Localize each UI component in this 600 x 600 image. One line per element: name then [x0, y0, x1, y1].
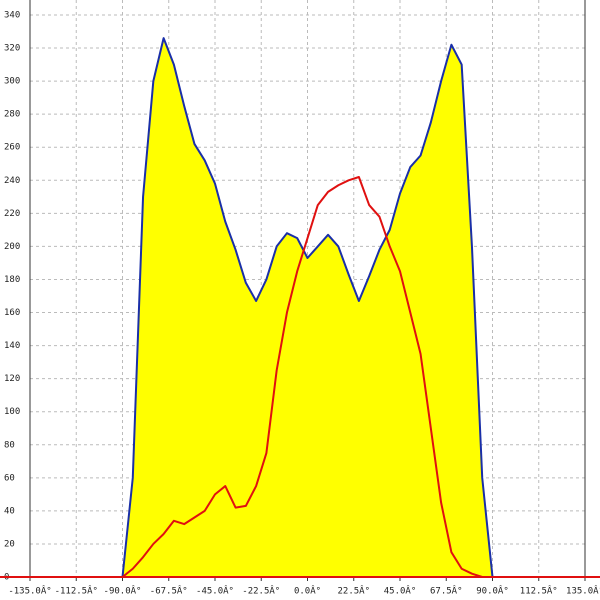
y-tick-label: 40 — [4, 506, 15, 516]
x-tick-label: -135.0Â° — [8, 585, 51, 597]
x-tick-label: -67.5Â° — [150, 585, 188, 597]
y-tick-label: 200 — [4, 242, 20, 252]
y-tick-label: 180 — [4, 275, 20, 285]
y-tick-label: 160 — [4, 308, 20, 318]
x-tick-label: 112.5Â° — [520, 585, 558, 597]
line — [121, 175, 493, 578]
x-tick-label: 67.5Â° — [430, 585, 463, 597]
y-tick-label: 80 — [4, 440, 15, 450]
y-tick-label: 20 — [4, 539, 15, 549]
area-fill — [122, 38, 493, 578]
y-tick-label: 100 — [4, 407, 20, 417]
x-tick-label: -45.0Â° — [196, 585, 234, 597]
y-tick-label: 300 — [4, 77, 20, 87]
x-tick-label: 90.0Â° — [476, 585, 509, 597]
x-tick-label: 22.5Â° — [337, 585, 370, 597]
y-tick-label: 280 — [4, 110, 20, 120]
y-tick-label: 260 — [4, 143, 20, 153]
x-tick-label: 0.0Â° — [294, 585, 321, 597]
x-tick-label: 135.0Â° — [566, 585, 600, 597]
y-tick-label: 120 — [4, 374, 20, 384]
x-tick-label: -90.0Â° — [104, 585, 142, 597]
y-tick-label: 140 — [4, 341, 20, 351]
x-tick-label: 45.0Â° — [384, 585, 417, 597]
y-tick-label: 220 — [4, 209, 20, 219]
y-tick-label: 320 — [4, 44, 20, 54]
y-tick-label: 60 — [4, 473, 15, 483]
y-tick-label: 340 — [4, 11, 20, 21]
x-tick-label: -112.5Â° — [55, 585, 98, 597]
line — [121, 37, 494, 578]
x-tick-label: -22.5Â° — [242, 585, 280, 597]
y-tick-label: 240 — [4, 176, 20, 186]
